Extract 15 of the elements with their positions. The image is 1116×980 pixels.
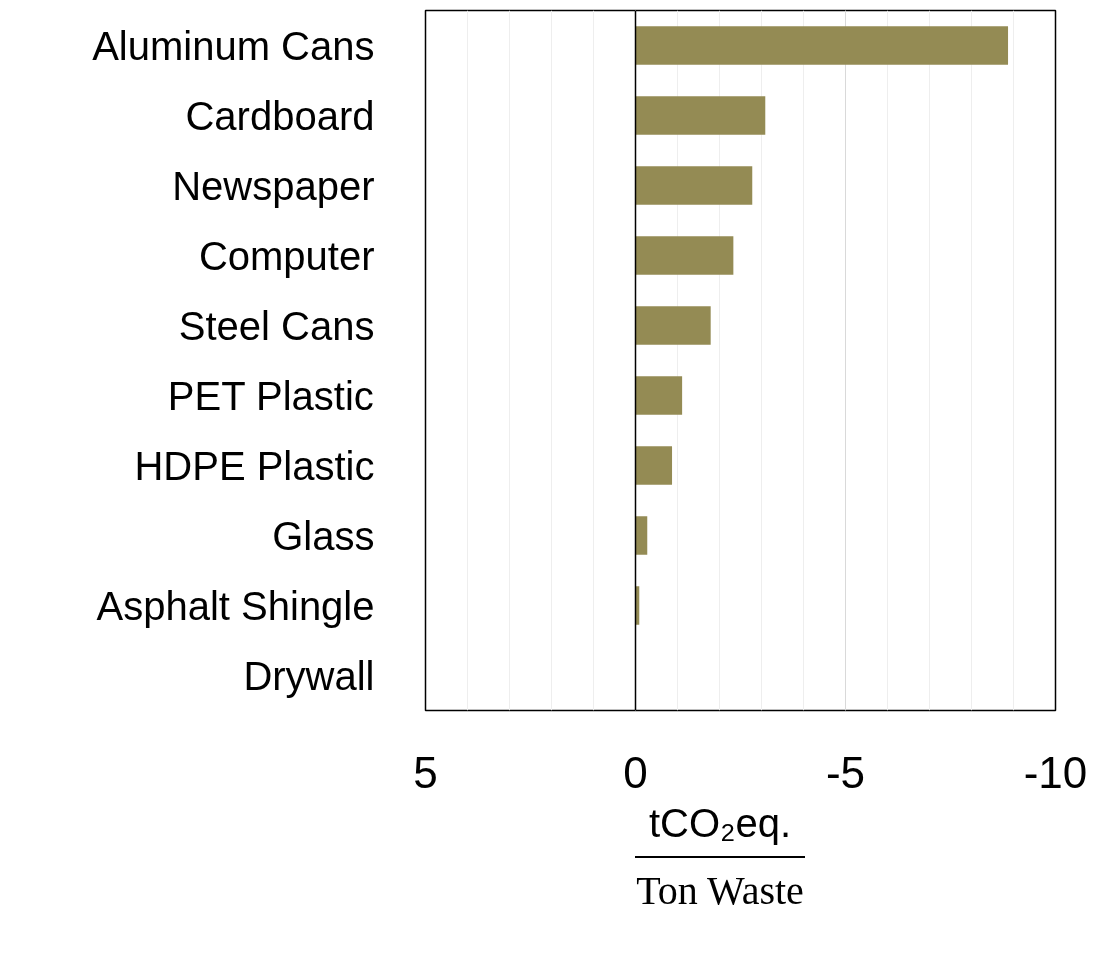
y-tick-label: HDPE Plastic: [134, 443, 375, 488]
y-tick-label: PET Plastic: [167, 373, 374, 418]
y-tick-label: Newspaper: [172, 163, 375, 208]
y-tick-label: Glass: [272, 513, 375, 558]
y-tick-label: Cardboard: [185, 93, 375, 138]
x-axis-title: tCO₂eq. Ton Waste: [635, 800, 805, 916]
y-tick-label: Aluminum Cans: [92, 23, 375, 68]
y-tick-label: Asphalt Shingle: [96, 583, 375, 628]
y-tick-label: Computer: [198, 233, 375, 278]
x-tick-label: -10: [1023, 747, 1088, 797]
x-tick-label: -5: [825, 747, 866, 797]
x-tick-label: 5: [413, 747, 438, 797]
x-tick-label: 0: [623, 747, 648, 797]
y-tick-label: Steel Cans: [178, 303, 375, 348]
y-tick-label: Drywall: [243, 653, 375, 698]
